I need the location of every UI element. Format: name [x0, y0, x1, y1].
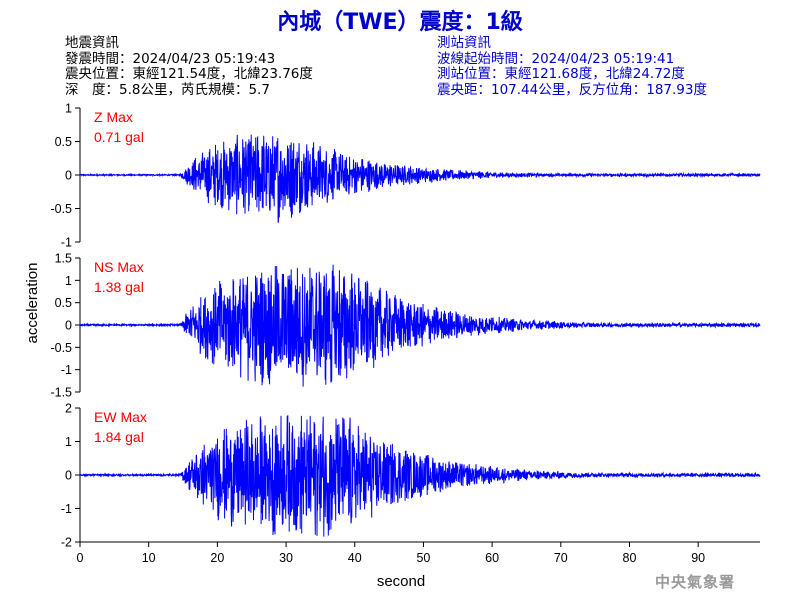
y-tick-label: 0 — [65, 469, 72, 483]
earthquake-info-heading: 地震資訊 — [65, 35, 119, 51]
watermark: 中央氣象署 — [655, 573, 736, 591]
depth-magnitude: 深 度：5.8公里，芮氏規模：5.7 — [65, 81, 270, 98]
origin-time: 發震時間：2024/04/23 05:19:43 — [65, 50, 276, 67]
y-tick-label: -1 — [61, 502, 72, 516]
x-tick-label: 10 — [142, 551, 156, 565]
y-tick-label: 0 — [65, 169, 72, 183]
y-tick-label: 0.5 — [55, 296, 72, 310]
y-tick-label: 2 — [65, 402, 72, 416]
y-tick-label: 1.5 — [55, 252, 72, 266]
y-tick-label: 1 — [65, 102, 72, 116]
earthquake-info: 地震資訊 發震時間：2024/04/23 05:19:43 震央位置：東經121… — [65, 35, 313, 98]
y-tick-label: 0.5 — [55, 135, 72, 149]
chart-title: 內城（TWE）震度：1級 — [277, 10, 523, 35]
panel-ew-max: 2 1 0 -1 -2 EW Max 1.84 gal — [61, 402, 761, 550]
x-tick-label: 20 — [210, 551, 224, 565]
x-tick-label: 70 — [554, 551, 568, 565]
y-tick-label: -0.5 — [50, 341, 72, 355]
y-tick-label: -2 — [61, 536, 72, 550]
y-tick-label: -1.5 — [50, 386, 72, 400]
station-location: 測站位置：東經121.68度，北緯24.72度 — [437, 66, 685, 82]
y-axis-label: acceleration — [24, 263, 41, 344]
panel-max-name: Z Max — [94, 109, 133, 125]
panel-z-max: 1 0.5 0 -0.5 -1 Z Max 0.71 gal — [50, 102, 761, 250]
panel-max-name: EW Max — [94, 409, 147, 425]
acceleration-trace — [79, 264, 761, 387]
panel-ns-max: 1.5 1 0.5 0 -0.5 -1 -1.5 NS Max 1.38 gal — [50, 252, 761, 400]
wave-start-time: 波線起始時間：2024/04/23 05:19:41 — [437, 50, 675, 67]
y-tick-label: 1 — [65, 435, 72, 449]
acceleration-trace — [79, 134, 761, 223]
x-tick-label: 60 — [485, 551, 499, 565]
x-tick-label: 0 — [77, 551, 84, 565]
x-tick-label: 30 — [279, 551, 293, 565]
station-info-heading: 測站資訊 — [437, 35, 491, 51]
chart-panels: 1 0.5 0 -0.5 -1 Z Max 0.71 gal 1.5 1 0.5 0 -0.5 -1 -1… — [50, 102, 761, 550]
x-axis: 0 10 20 30 40 50 60 70 80 90 — [77, 541, 760, 565]
y-tick-label: -0.5 — [50, 202, 72, 216]
y-tick-label: -1 — [61, 236, 72, 250]
distance-azimuth: 震央距：107.44公里，反方位角：187.93度 — [437, 81, 707, 98]
y-tick-label: 0 — [65, 319, 72, 333]
panel-max-value: 1.38 gal — [94, 279, 144, 295]
y-tick-label: -1 — [61, 363, 72, 377]
x-tick-label: 80 — [623, 551, 637, 565]
x-axis-label: second — [377, 573, 425, 590]
panel-max-value: 1.84 gal — [94, 429, 144, 445]
x-tick-label: 50 — [416, 551, 430, 565]
epicenter-location: 震央位置：東經121.54度，北緯23.76度 — [65, 66, 313, 82]
panel-max-value: 0.71 gal — [94, 129, 144, 145]
panel-max-name: NS Max — [94, 259, 144, 275]
x-tick-label: 40 — [348, 551, 362, 565]
station-info: 測站資訊 波線起始時間：2024/04/23 05:19:41 測站位置：東經1… — [437, 35, 707, 98]
y-tick-label: 1 — [65, 274, 72, 288]
x-tick-label: 90 — [691, 551, 705, 565]
acceleration-trace — [79, 415, 761, 537]
